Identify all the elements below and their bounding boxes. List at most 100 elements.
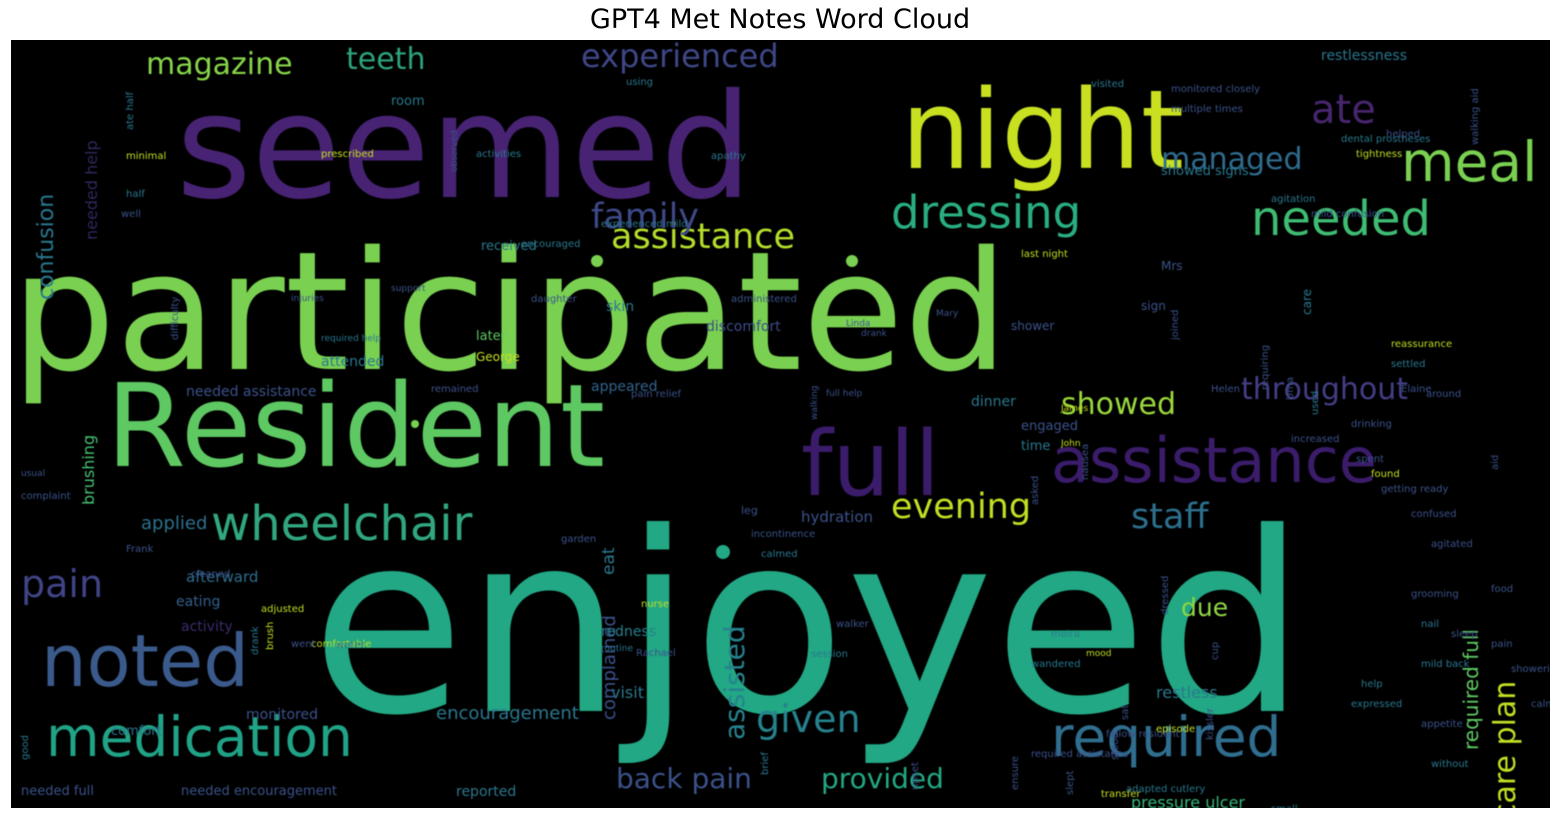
- word-aid: aid: [1490, 454, 1501, 470]
- word-calm: calm: [1531, 699, 1550, 710]
- word-found: found: [1371, 469, 1400, 480]
- word-help: help: [1361, 679, 1383, 690]
- word-nail: nail: [1421, 619, 1440, 630]
- word-well: well: [121, 209, 141, 220]
- word-grooming: grooming: [1411, 589, 1459, 600]
- word-activities: activities: [476, 149, 522, 160]
- word-increased: increased: [1291, 434, 1340, 445]
- word-tightness: tightness: [1356, 149, 1403, 160]
- word-joined: joined: [1170, 309, 1181, 340]
- word-mood: mood: [1086, 649, 1112, 659]
- word-required-full: required full: [1459, 629, 1483, 750]
- word-engaged: engaged: [1021, 419, 1078, 434]
- word-comfortable: comfortable: [311, 639, 372, 650]
- word-evening: evening: [891, 487, 1032, 527]
- word-activity: activity: [181, 619, 233, 635]
- word-staff: staff: [1131, 497, 1209, 537]
- word-john: John: [1061, 439, 1081, 449]
- word-redness: redness: [601, 624, 657, 640]
- word-without: without: [1431, 759, 1469, 770]
- word-attended: attended: [321, 354, 385, 370]
- word-leg: leg: [741, 504, 758, 517]
- word-needed: needed: [1251, 191, 1431, 247]
- word-nausea: nausea: [1080, 443, 1091, 480]
- word-observed: observed: [450, 130, 460, 172]
- word-throughout: throughout: [1241, 372, 1409, 407]
- word-sign: sign: [1141, 299, 1166, 313]
- word-cup: cup: [1210, 641, 1221, 660]
- word-adjusted: adjusted: [261, 604, 305, 615]
- word-support: support: [391, 284, 426, 294]
- word-helped: helped: [1386, 129, 1421, 140]
- word-reported: reported: [456, 784, 517, 800]
- word-last-night: last night: [1021, 249, 1068, 260]
- word-assisted: assisted: [718, 625, 751, 740]
- word-noted: noted: [41, 619, 249, 703]
- word-restlessness: restlessness: [1321, 48, 1408, 64]
- word-experienced: experienced: [581, 40, 779, 75]
- word-appetite: appetite: [1421, 719, 1463, 730]
- word-spent: spent: [1356, 454, 1384, 465]
- word-dressing: dressing: [891, 186, 1082, 239]
- word-linda: Linda: [846, 319, 871, 329]
- word-moira: moira: [1051, 629, 1080, 640]
- word-administered: administered: [731, 294, 797, 305]
- word-reassurance: reassurance: [1391, 339, 1453, 350]
- word-dressed: dressed: [1160, 575, 1171, 615]
- word-given: given: [756, 697, 861, 741]
- word-enjoyed: enjoyed: [311, 479, 1307, 770]
- word-managed: managed: [1161, 142, 1303, 177]
- word-visit: visit: [611, 683, 644, 702]
- word-ate-half: ate half: [125, 91, 136, 130]
- word-routine: routine: [601, 644, 633, 654]
- dot-mark: [591, 255, 603, 267]
- dot-mark: [411, 420, 419, 428]
- word-mild-confusion: mild confusion: [1311, 209, 1385, 220]
- word-james: James: [1061, 404, 1089, 414]
- dot-mark: [716, 545, 730, 559]
- word-care-plan: care plan: [1488, 680, 1523, 808]
- word-back-pain: back pain: [616, 762, 752, 795]
- word-frank: Frank: [126, 544, 154, 555]
- word-mrs: Mrs: [1161, 259, 1183, 273]
- word-encouragement: encouragement: [436, 703, 579, 724]
- word-good: good: [20, 735, 31, 760]
- word-dinner: dinner: [971, 394, 1016, 410]
- word-expressed: expressed: [1351, 699, 1403, 710]
- word-helen: Helen: [1211, 384, 1240, 395]
- word-brushing: brushing: [79, 434, 98, 505]
- word-ate: ate: [1311, 87, 1376, 133]
- word-afterward: afterward: [186, 568, 259, 586]
- word-sleep: sleep: [1451, 629, 1478, 640]
- word-wandered: wandered: [1031, 659, 1081, 670]
- word-session: session: [811, 649, 849, 660]
- word-stood: stood: [1110, 732, 1121, 760]
- word-meal: meal: [1401, 130, 1538, 194]
- word-confused: confused: [1411, 509, 1457, 520]
- word-discomfort: discomfort: [706, 319, 781, 335]
- word-walking: walking: [810, 385, 820, 420]
- word-confusion: confusion: [34, 193, 59, 300]
- word-pressure-ulcer: pressure ulcer: [1131, 793, 1245, 809]
- word-experienced-mild: experienced mild: [601, 219, 688, 230]
- word-participated: participated: [11, 216, 1009, 408]
- word-daughter: daughter: [531, 294, 577, 305]
- word-applied: applied: [141, 513, 208, 534]
- word-encouraged: encouraged: [521, 239, 581, 250]
- word-sat: sat: [1120, 704, 1131, 720]
- word-monitored-closely: monitored closely: [1171, 84, 1261, 95]
- word-drank: drank: [861, 329, 887, 339]
- word-needed-full: needed full: [21, 784, 94, 799]
- word-resident: Resident: [106, 360, 606, 494]
- word-using: using: [626, 77, 654, 88]
- word-showering: showering: [1511, 664, 1550, 675]
- word-multiple-times: multiple times: [1171, 104, 1243, 115]
- word-nurse: nurse: [641, 599, 670, 610]
- word-restless: restless: [1156, 683, 1218, 702]
- word-full: full: [801, 412, 940, 517]
- word-calmed: calmed: [761, 549, 798, 560]
- word-minimal: minimal: [126, 151, 167, 162]
- word-appeared: appeared: [591, 379, 658, 395]
- word-cleaned: cleaned: [191, 569, 231, 580]
- word-injuries: injuries: [291, 294, 324, 304]
